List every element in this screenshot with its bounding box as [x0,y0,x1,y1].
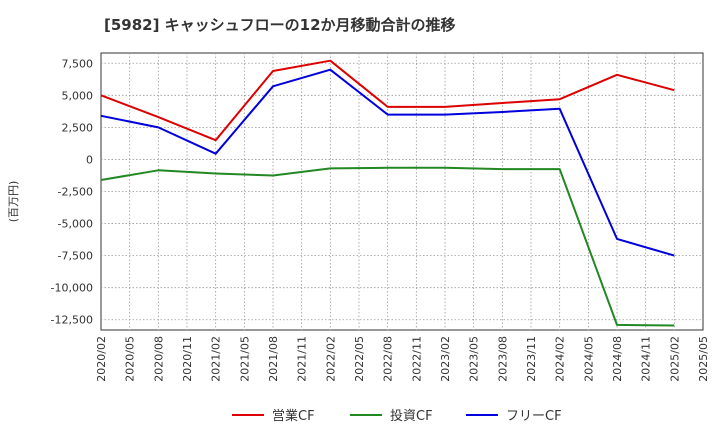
legend-label: 投資CF [390,408,433,424]
x-tick-label: 2021/02 [210,336,223,382]
x-tick-label: 2020/02 [95,336,108,382]
y-tick-label: 7,500 [62,57,94,70]
x-tick-label: 2020/08 [152,336,165,382]
x-tick-label: 2024/02 [554,336,567,382]
series-line [100,68,675,257]
y-tick-label: 5,000 [62,89,94,102]
y-tick-label: -7,500 [58,250,93,263]
x-tick-label: 2021/05 [238,336,251,382]
x-tick-label: 2020/11 [181,336,194,382]
x-tick-label: 2024/11 [640,336,653,382]
x-tick-label: 2023/02 [439,336,452,382]
x-tick-label: 2024/08 [611,336,624,382]
legend-layer: 営業CF 投資CF フリーCF [232,408,562,424]
series-layer [100,59,675,327]
x-tick-label: 2021/11 [296,336,309,382]
axis-layer: 7,500 5,000 2,500 0 -2,500 -5,000 -7,500 -10,00… [7,57,710,381]
legend-label: 営業CF [272,408,315,424]
y-tick-label: -10,000 [51,282,93,295]
x-tick-label: 2024/05 [582,336,595,382]
grid-layer [100,52,704,331]
y-tick-label: -5,000 [58,218,93,231]
x-tick-label: 2022/11 [410,336,423,382]
series-line [100,166,675,327]
y-tick-label: -2,500 [58,186,93,199]
x-tick-label: 2022/02 [324,336,337,382]
chart-title: [5982] キャッシュフローの12か月移動合計の推移 [104,16,456,34]
x-tick-label: 2023/11 [525,336,538,382]
x-tick-label: 2025/02 [668,336,681,382]
y-tick-label: 0 [86,153,93,166]
legend-label: フリーCF [506,409,562,424]
x-tick-label: 2020/05 [124,336,137,382]
y-tick-label: -12,500 [51,314,93,327]
x-tick-label: 2023/08 [496,336,509,382]
x-tick-label: 2022/05 [353,336,366,382]
y-tick-label: 2,500 [62,121,94,134]
x-tick-label: 2023/05 [468,336,481,382]
x-tick-label: 2021/08 [267,336,280,382]
x-tick-label: 2022/08 [382,336,395,382]
x-tick-label: 2025/05 [697,336,710,382]
series-line [100,59,675,142]
y-axis-label: (百万円) [7,181,20,223]
